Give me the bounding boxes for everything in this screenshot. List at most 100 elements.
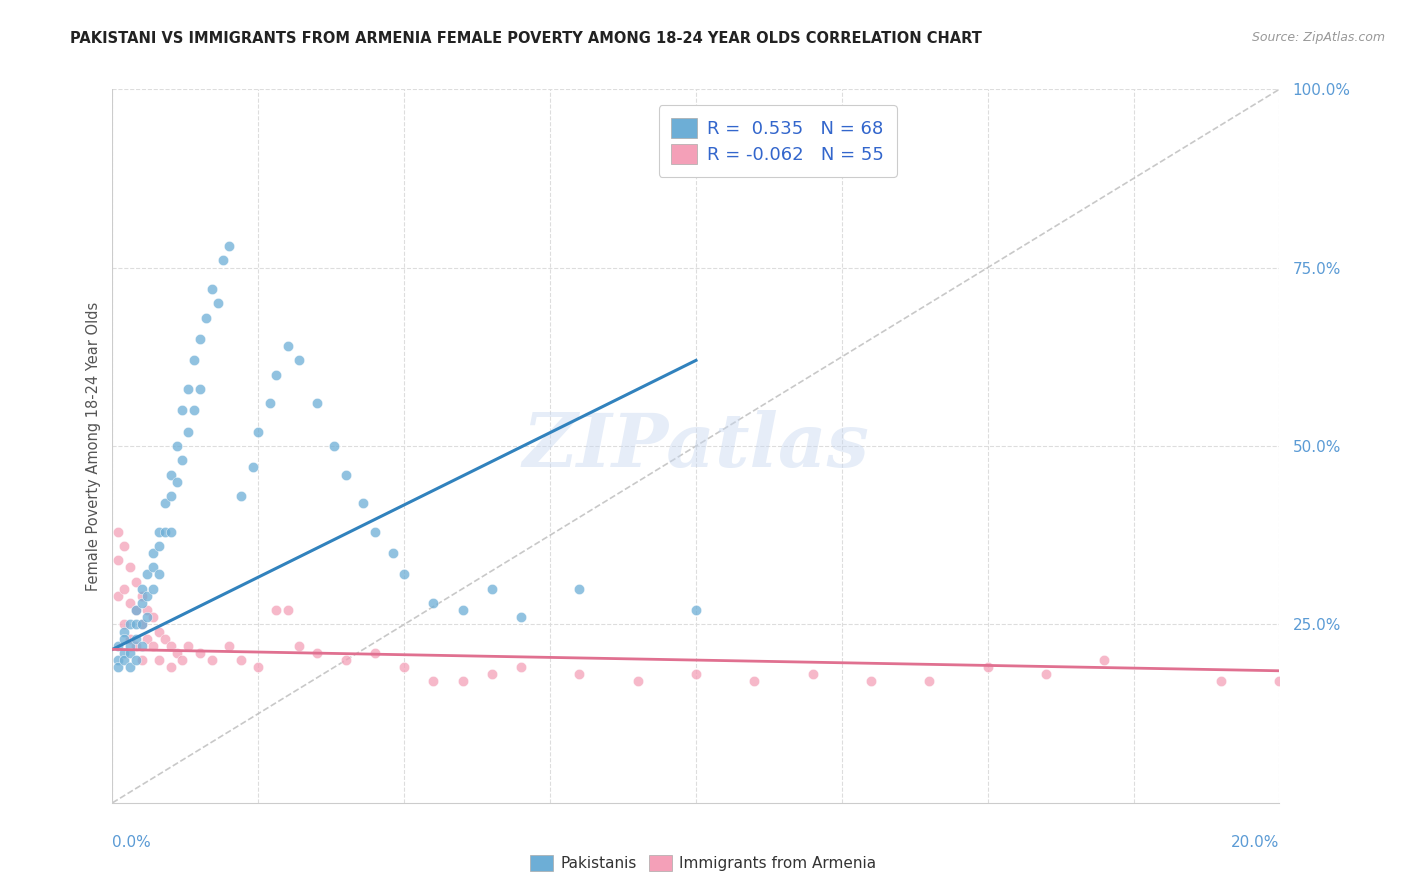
Point xyxy=(136,610,159,624)
Point xyxy=(188,646,211,660)
Point xyxy=(131,639,153,653)
Point xyxy=(125,639,148,653)
Point xyxy=(125,632,148,646)
Point xyxy=(188,332,211,346)
Point xyxy=(118,560,141,574)
Point xyxy=(288,639,311,653)
Point xyxy=(125,574,148,589)
Point xyxy=(685,603,707,617)
Point xyxy=(183,403,205,417)
Point xyxy=(107,639,129,653)
Point xyxy=(153,524,176,539)
Point xyxy=(177,639,200,653)
Point xyxy=(381,546,404,560)
Point xyxy=(125,653,148,667)
Point xyxy=(142,610,165,624)
Point xyxy=(107,589,129,603)
Point xyxy=(229,653,252,667)
Point xyxy=(142,639,165,653)
Point xyxy=(160,489,183,503)
Point xyxy=(131,617,153,632)
Point xyxy=(118,646,141,660)
Point xyxy=(918,674,941,689)
Y-axis label: Female Poverty Among 18-24 Year Olds: Female Poverty Among 18-24 Year Olds xyxy=(86,301,101,591)
Point xyxy=(218,239,240,253)
Point xyxy=(160,660,183,674)
Point xyxy=(148,624,170,639)
Point xyxy=(131,617,153,632)
Point xyxy=(112,617,135,632)
Point xyxy=(136,567,159,582)
Point xyxy=(288,353,311,368)
Point xyxy=(276,603,298,617)
Point xyxy=(264,368,287,382)
Point xyxy=(481,667,503,681)
Point xyxy=(188,382,211,396)
Point xyxy=(172,403,194,417)
Point xyxy=(118,660,141,674)
Point xyxy=(148,524,170,539)
Point xyxy=(131,596,153,610)
Point xyxy=(305,646,328,660)
Point xyxy=(207,296,229,310)
Point xyxy=(335,653,357,667)
Point xyxy=(451,674,474,689)
Point xyxy=(352,496,374,510)
Point xyxy=(112,582,135,596)
Legend: Pakistanis, Immigrants from Armenia: Pakistanis, Immigrants from Armenia xyxy=(523,849,883,877)
Point xyxy=(183,353,205,368)
Point xyxy=(107,660,129,674)
Point xyxy=(259,396,281,410)
Point xyxy=(305,396,328,410)
Point xyxy=(242,460,264,475)
Point xyxy=(107,653,129,667)
Point xyxy=(125,617,148,632)
Point xyxy=(568,667,591,681)
Point xyxy=(392,567,416,582)
Point xyxy=(509,660,531,674)
Point xyxy=(323,439,346,453)
Point xyxy=(131,589,153,603)
Point xyxy=(153,496,176,510)
Point xyxy=(148,567,170,582)
Point xyxy=(107,553,129,567)
Point xyxy=(335,467,357,482)
Point xyxy=(194,310,217,325)
Point xyxy=(125,603,148,617)
Point xyxy=(112,646,135,660)
Point xyxy=(626,674,648,689)
Point xyxy=(142,582,165,596)
Point xyxy=(201,653,224,667)
Text: ZIPatlas: ZIPatlas xyxy=(523,409,869,483)
Point xyxy=(201,282,224,296)
Point xyxy=(142,546,165,560)
Point xyxy=(136,632,159,646)
Point xyxy=(148,539,170,553)
Point xyxy=(136,603,159,617)
Point xyxy=(160,524,183,539)
Point xyxy=(1035,667,1057,681)
Point xyxy=(568,582,591,596)
Point xyxy=(142,560,165,574)
Point xyxy=(1268,674,1291,689)
Point xyxy=(264,603,287,617)
Point xyxy=(229,489,252,503)
Point xyxy=(364,646,387,660)
Point xyxy=(131,653,153,667)
Point xyxy=(136,589,159,603)
Point xyxy=(118,639,141,653)
Point xyxy=(364,524,387,539)
Point xyxy=(422,596,444,610)
Point xyxy=(742,674,765,689)
Point xyxy=(118,596,141,610)
Text: 20.0%: 20.0% xyxy=(1232,836,1279,850)
Point xyxy=(422,674,444,689)
Point xyxy=(160,467,183,482)
Point xyxy=(166,439,188,453)
Text: PAKISTANI VS IMMIGRANTS FROM ARMENIA FEMALE POVERTY AMONG 18-24 YEAR OLDS CORREL: PAKISTANI VS IMMIGRANTS FROM ARMENIA FEM… xyxy=(70,31,983,46)
Point xyxy=(112,539,135,553)
Point xyxy=(247,425,270,439)
Text: 0.0%: 0.0% xyxy=(112,836,152,850)
Point xyxy=(112,632,135,646)
Point xyxy=(276,339,298,353)
